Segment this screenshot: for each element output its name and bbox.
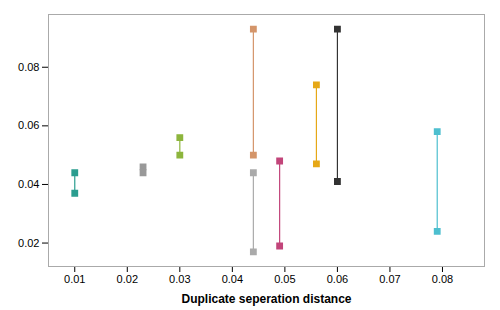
svg-text:0.06: 0.06 (18, 119, 39, 131)
svg-text:0.02: 0.02 (18, 237, 39, 249)
svg-text:0.08: 0.08 (18, 61, 39, 73)
svg-text:0.03: 0.03 (169, 273, 190, 285)
svg-text:0.04: 0.04 (222, 273, 243, 285)
svg-text:0.02: 0.02 (117, 273, 138, 285)
svg-text:0.04: 0.04 (18, 178, 39, 190)
svg-text:Duplicate seperation distance: Duplicate seperation distance (181, 292, 351, 306)
svg-text:0.01: 0.01 (64, 273, 85, 285)
svg-text:0.08: 0.08 (432, 273, 453, 285)
svg-text:0.06: 0.06 (327, 273, 348, 285)
svg-text:0.07: 0.07 (379, 273, 400, 285)
svg-text:0.05: 0.05 (274, 273, 295, 285)
